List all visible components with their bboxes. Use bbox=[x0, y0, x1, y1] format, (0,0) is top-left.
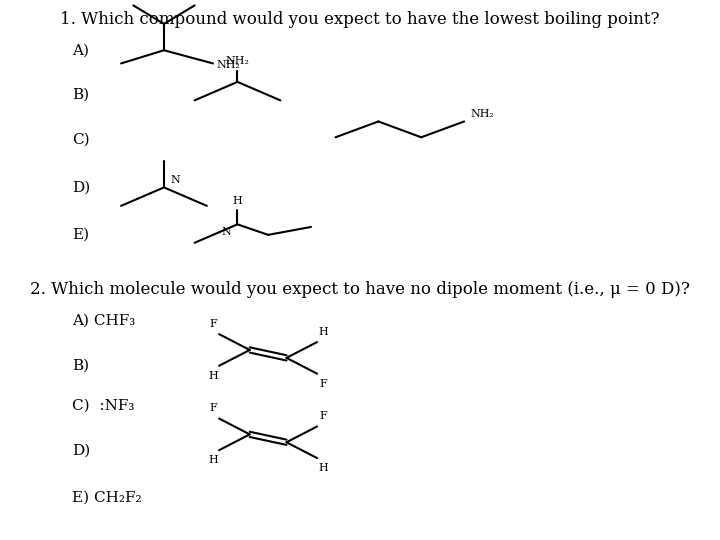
Text: NH₂: NH₂ bbox=[470, 109, 494, 119]
Text: NH₂: NH₂ bbox=[225, 56, 249, 66]
Text: H: H bbox=[208, 455, 218, 465]
Text: C)  :NF₃: C) :NF₃ bbox=[72, 399, 135, 413]
Text: B): B) bbox=[72, 359, 89, 373]
Text: H: H bbox=[208, 371, 218, 381]
Text: N: N bbox=[222, 227, 231, 237]
Text: C): C) bbox=[72, 133, 90, 147]
Text: H: H bbox=[318, 463, 328, 474]
Text: D): D) bbox=[72, 180, 90, 194]
Text: F: F bbox=[209, 319, 217, 329]
Text: NH₂: NH₂ bbox=[216, 60, 240, 70]
Text: F: F bbox=[320, 411, 327, 421]
Text: A) CHF₃: A) CHF₃ bbox=[72, 314, 135, 328]
Text: B): B) bbox=[72, 88, 89, 102]
Text: H: H bbox=[318, 327, 328, 337]
Text: 2. Which molecule would you expect to have no dipole moment (i.e., μ = 0 D)?: 2. Which molecule would you expect to ha… bbox=[30, 281, 690, 299]
Text: F: F bbox=[320, 379, 327, 389]
Text: D): D) bbox=[72, 443, 90, 457]
Text: H: H bbox=[233, 196, 243, 206]
Text: N: N bbox=[170, 175, 180, 185]
Text: F: F bbox=[209, 403, 217, 413]
Text: E): E) bbox=[72, 228, 89, 242]
Text: 1. Which compound would you expect to have the lowest boiling point?: 1. Which compound would you expect to ha… bbox=[60, 11, 660, 28]
Text: E) CH₂F₂: E) CH₂F₂ bbox=[72, 491, 142, 505]
Text: A): A) bbox=[72, 43, 89, 57]
